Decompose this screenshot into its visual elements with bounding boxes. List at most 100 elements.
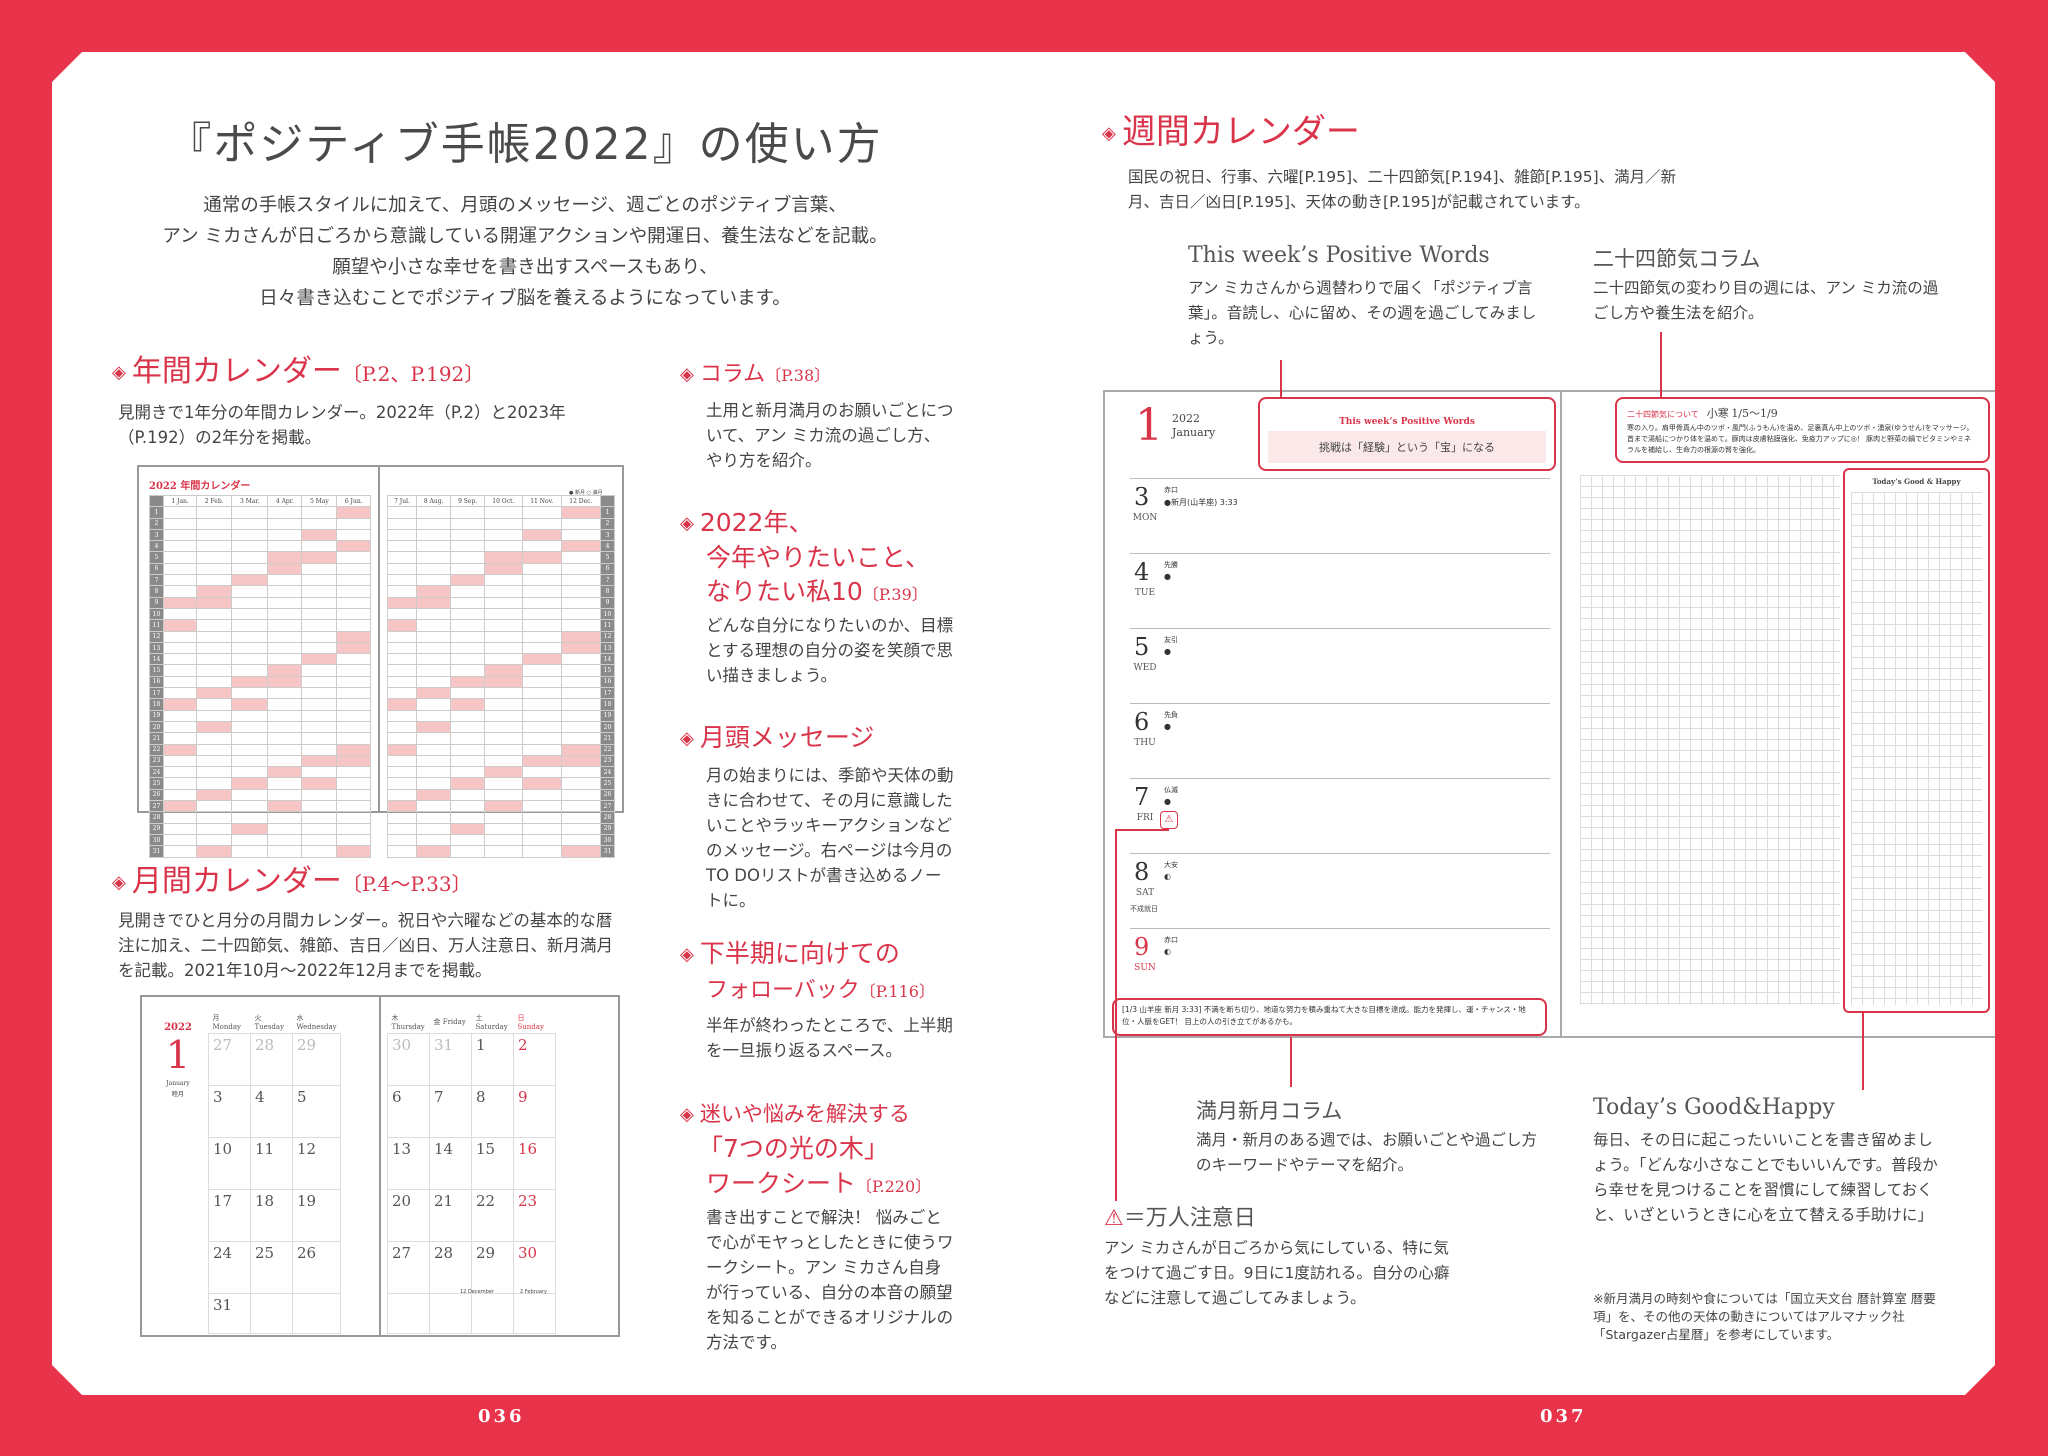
grid-notes-area bbox=[1580, 475, 1840, 1005]
annual-cell bbox=[450, 743, 485, 756]
leader-line bbox=[1115, 829, 1169, 831]
annual-cell bbox=[301, 732, 338, 745]
day-number: 17 bbox=[149, 687, 164, 700]
annual-row: 17 bbox=[387, 687, 615, 700]
annual-row: 31 bbox=[149, 845, 371, 858]
heading-text: 「7つの光の木」 bbox=[698, 1134, 889, 1163]
annual-cell bbox=[450, 562, 485, 576]
annual-cell bbox=[450, 687, 485, 700]
annual-cell bbox=[450, 811, 485, 824]
day-number: 1 bbox=[149, 506, 164, 519]
annual-cell bbox=[387, 596, 417, 609]
sekki-dates: 1/5〜1/9 bbox=[1731, 407, 1778, 420]
annual-row: 14 bbox=[387, 653, 615, 666]
annual-cell bbox=[301, 574, 338, 587]
day-cell bbox=[387, 1293, 430, 1334]
annual-cell bbox=[162, 822, 198, 835]
annual-cell bbox=[483, 845, 523, 858]
annual-cell bbox=[162, 641, 198, 655]
annual-cell bbox=[415, 641, 452, 655]
week-day-row: 8 SAT 大安 ◐ 不成就日 bbox=[1130, 853, 1550, 928]
week-row: 27 28 29 bbox=[208, 1033, 342, 1086]
annual-cell bbox=[521, 687, 562, 700]
annual-cell bbox=[267, 607, 303, 621]
day-cell: 30 bbox=[513, 1241, 556, 1294]
rokuyo: 先負 bbox=[1164, 711, 1178, 719]
week-row: 24 25 26 bbox=[208, 1241, 342, 1294]
annual-cell bbox=[267, 641, 303, 655]
annual-row: 10 bbox=[149, 607, 371, 621]
annual-cell bbox=[483, 800, 523, 813]
annual-calendar-thumbnail: 2022 年間カレンダー ● 新月 ○ 満月 1 Jan. 2 Feb. 3 Mar… bbox=[137, 465, 624, 858]
day-cell: 27 bbox=[387, 1241, 430, 1294]
annual-cell bbox=[267, 517, 303, 530]
annual-cell bbox=[415, 845, 452, 858]
good-happy-label: Today’s Good & Happy bbox=[1872, 477, 1961, 486]
annual-cell bbox=[483, 709, 523, 722]
annual-cell bbox=[267, 574, 303, 587]
sekki-header: 二十四節気について 小寒 1/5〜1/9 bbox=[1627, 405, 1978, 421]
annual-cell bbox=[162, 619, 198, 632]
annual-cell bbox=[196, 720, 233, 734]
annual-row: 10 bbox=[387, 607, 615, 621]
mini-february: 2 February bbox=[520, 1289, 547, 1295]
page-ref: 〔P.39〕 bbox=[862, 585, 928, 604]
annual-row: 30 bbox=[149, 833, 371, 847]
monthly-body: 見開きでひと月分の月間カレンダー。祝日や六曜などの基本的な暦注に加え、二十四節気… bbox=[118, 911, 613, 980]
annual-cell bbox=[231, 517, 269, 530]
annual-cell bbox=[196, 845, 233, 858]
annual-cell bbox=[521, 754, 562, 768]
weekday: SAT bbox=[1135, 888, 1155, 898]
day-number: 22 bbox=[600, 743, 615, 756]
annual-cell bbox=[521, 822, 562, 835]
good-happy-title: Today’s Good&Happy bbox=[1593, 1095, 1835, 1120]
annual-cell bbox=[301, 528, 338, 542]
month-header: 3 Mar. bbox=[231, 494, 269, 508]
annual-cell bbox=[483, 766, 523, 779]
annual-cell bbox=[162, 720, 198, 734]
annual-cell bbox=[387, 517, 417, 530]
annual-row: 3 bbox=[387, 528, 615, 542]
annual-cell bbox=[162, 698, 198, 711]
annual-row: 25 bbox=[149, 777, 371, 790]
annual-cell bbox=[336, 845, 371, 858]
annual-row: 24 bbox=[387, 766, 615, 779]
annual-cell bbox=[231, 800, 269, 813]
annual-cell bbox=[521, 720, 562, 734]
month-message-heading: ◈ 月頭メッセージ bbox=[680, 718, 874, 759]
annual-cell bbox=[196, 574, 233, 587]
annual-row: 16 bbox=[149, 675, 371, 689]
annual-cell bbox=[231, 788, 269, 802]
annual-cell bbox=[267, 506, 303, 519]
annual-cell bbox=[301, 777, 338, 790]
mini-december: 12 December bbox=[460, 1289, 494, 1295]
weekday-header: 火 Tuesday bbox=[250, 1011, 293, 1034]
annual-cell bbox=[231, 551, 269, 564]
day-cell: 24 bbox=[208, 1241, 251, 1294]
annual-cell bbox=[231, 766, 269, 779]
week-row bbox=[387, 1293, 556, 1334]
annual-cell bbox=[162, 833, 198, 847]
annual-row: 26 bbox=[387, 788, 615, 802]
annual-cell bbox=[415, 811, 452, 824]
weekly-heading: ◈ 週間カレンダー bbox=[1102, 112, 1360, 154]
annual-cell bbox=[162, 517, 198, 530]
annual-cell bbox=[336, 833, 371, 847]
day-number: 22 bbox=[149, 743, 164, 756]
annual-cell bbox=[231, 619, 269, 632]
day-cell: 15 bbox=[471, 1137, 514, 1190]
day-number: 24 bbox=[600, 766, 615, 779]
day-number: 9 bbox=[149, 596, 164, 609]
annual-row: 4 bbox=[387, 540, 615, 553]
annual-cell bbox=[560, 845, 602, 858]
day-cell: 16 bbox=[513, 1137, 556, 1190]
annual-grid-right: 7 Jul. 8 Aug. 9 Sep. 10 Oct. 11 Nov. 12 Dec. 1… bbox=[387, 494, 615, 858]
day-number: 4 bbox=[1134, 558, 1150, 586]
day-cell bbox=[250, 1293, 293, 1334]
annual-cell bbox=[521, 732, 562, 745]
annual-cell bbox=[560, 596, 602, 609]
annual-cell bbox=[483, 596, 523, 609]
sekki-box: 二十四節気について 小寒 1/5〜1/9 寒の入り。肩甲骨真ん中のツボ・風門(ふ… bbox=[1615, 397, 1990, 463]
annual-cell bbox=[196, 800, 233, 813]
page-number-right: 037 bbox=[1540, 1406, 1587, 1427]
